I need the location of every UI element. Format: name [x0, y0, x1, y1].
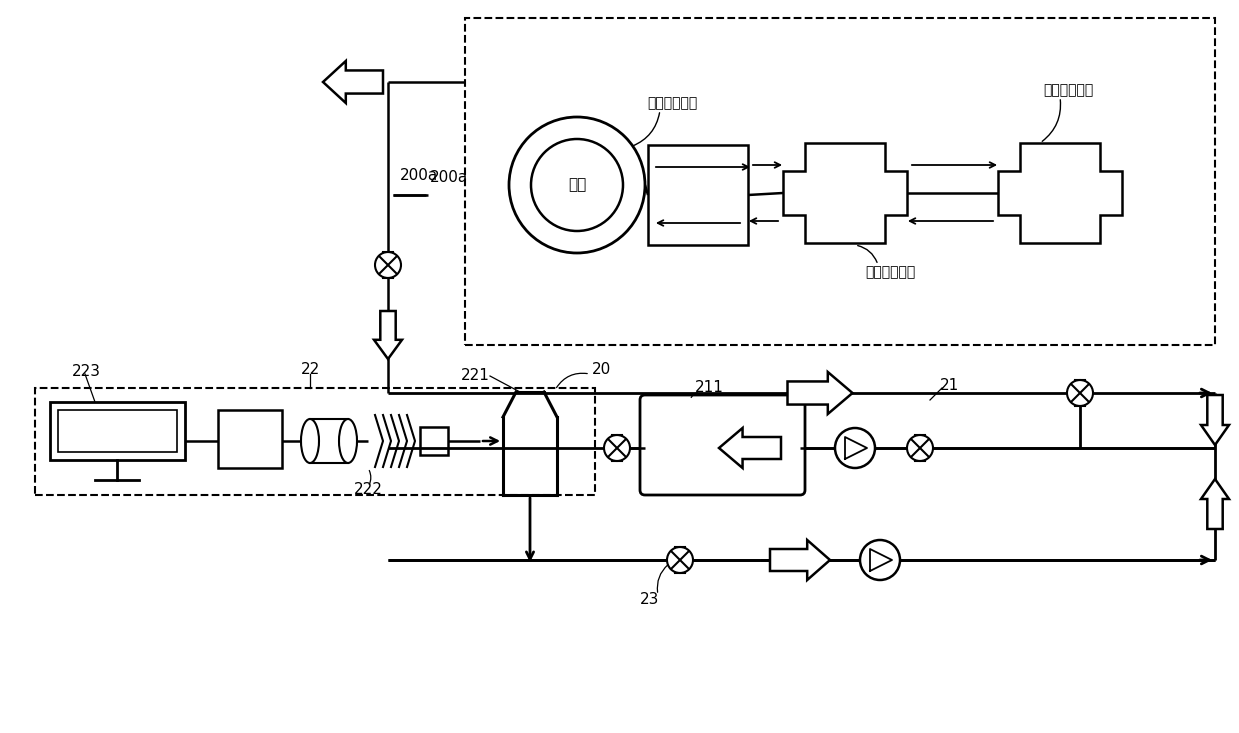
- Circle shape: [860, 540, 900, 580]
- Circle shape: [1067, 380, 1093, 406]
- Circle shape: [375, 252, 401, 278]
- Circle shape: [509, 117, 646, 253]
- Bar: [58, 410, 177, 452]
- Bar: [648, 145, 748, 245]
- Polygon shape: [1201, 479, 1229, 529]
- Bar: [50, 402, 185, 460]
- Polygon shape: [323, 61, 383, 103]
- Text: 200a: 200a: [400, 168, 439, 183]
- Polygon shape: [783, 143, 907, 243]
- Bar: [35, 388, 595, 495]
- Bar: [218, 410, 282, 468]
- Text: 一回路冷却剑: 一回路冷却剑: [647, 96, 698, 110]
- Text: 222: 222: [353, 482, 383, 498]
- Polygon shape: [788, 372, 852, 414]
- Polygon shape: [719, 428, 781, 468]
- Circle shape: [907, 435, 933, 461]
- Text: 200a: 200a: [430, 171, 468, 185]
- Polygon shape: [1201, 395, 1229, 445]
- Text: 堆芯: 堆芯: [567, 177, 586, 193]
- Polygon shape: [374, 311, 401, 359]
- Text: 23: 23: [641, 592, 659, 608]
- Circle shape: [532, 139, 623, 231]
- FancyBboxPatch shape: [641, 395, 805, 495]
- Polygon shape: [997, 143, 1123, 243]
- Ellipse shape: [301, 419, 318, 463]
- Circle shape: [667, 547, 693, 573]
- Text: 211: 211: [695, 380, 724, 396]
- Text: 二回路冷却剑: 二回路冷却剑: [865, 265, 916, 279]
- Polygon shape: [769, 540, 830, 580]
- Circle shape: [603, 435, 629, 461]
- Text: 22: 22: [300, 363, 320, 377]
- Text: 223: 223: [72, 364, 102, 380]
- Text: 21: 21: [940, 377, 959, 392]
- Ellipse shape: [339, 419, 357, 463]
- Text: 221: 221: [461, 367, 489, 383]
- Bar: [420, 427, 449, 455]
- Text: 20: 20: [592, 363, 611, 377]
- Circle shape: [835, 428, 875, 468]
- Bar: [465, 18, 1215, 345]
- Text: 三回路冷却剑: 三回路冷却剑: [1043, 83, 1093, 97]
